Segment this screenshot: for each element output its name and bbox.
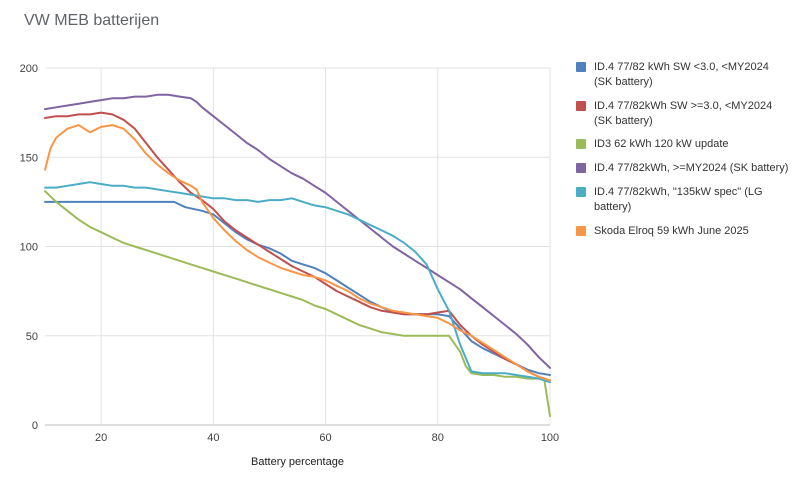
legend-item-5: Skoda Elroq 59 kWh June 2025 (576, 224, 790, 239)
legend-swatch (576, 100, 586, 111)
legend-label: Skoda Elroq 59 kWh June 2025 (594, 224, 749, 237)
legend-label: ID.4 77/82kWh, "135kW spec" (LG battery) (594, 186, 763, 213)
x-tick-label: 40 (207, 432, 219, 444)
chart-title: VW MEB batterijen (24, 12, 160, 29)
series-line-4 (44, 181, 551, 384)
y-tick-label: 100 (20, 242, 38, 254)
legend-swatch (576, 225, 586, 236)
legend-swatch (576, 163, 586, 174)
series-line-5 (44, 124, 551, 382)
y-tick-label: 200 (20, 63, 38, 75)
x-tick-label: 60 (319, 432, 331, 444)
x-axis-title: Battery percentage (251, 456, 344, 468)
y-tick-label: 0 (32, 420, 38, 432)
x-tick-label: 100 (541, 432, 559, 444)
legend-item-2: ID3 62 kWh 120 kW update (576, 137, 790, 152)
legend-item-1: ID.4 77/82kWh SW >=3.0, <MY2024 (SK batt… (576, 99, 790, 129)
legend-label: ID.4 77/82kWh, >=MY2024 (SK battery) (594, 162, 789, 175)
y-tick-label: 50 (26, 331, 38, 343)
series-line-2 (44, 190, 551, 418)
legend-item-3: ID.4 77/82kWh, >=MY2024 (SK battery) (576, 161, 790, 176)
x-tick-label: 20 (95, 432, 107, 444)
legend-swatch (576, 62, 586, 72)
legend-item-0: ID.4 77/82 kWh SW <3.0, <MY2024 (SK batt… (576, 60, 790, 90)
y-tick-label: 150 (20, 152, 38, 164)
legend-swatch (576, 139, 586, 150)
legend-label: ID3 62 kWh 120 kW update (594, 138, 729, 151)
legend-label: ID.4 77/82kWh SW >=3.0, <MY2024 (SK batt… (594, 99, 773, 127)
legend-label: ID.4 77/82 kWh SW <3.0, <MY2024 (SK batt… (594, 61, 769, 88)
legend-item-4: ID.4 77/82kWh, "135kW spec" (LG battery) (576, 185, 790, 215)
series-line-0 (44, 200, 551, 376)
series-line-1 (44, 111, 551, 382)
series-line-3 (44, 93, 551, 369)
legend-swatch (576, 187, 586, 198)
x-tick-label: 80 (432, 432, 444, 444)
legend: ID.4 77/82 kWh SW <3.0, <MY2024 (SK batt… (576, 60, 790, 239)
line-chart-plot: 0 50 100 150 200 20 40 60 80 100 (20, 63, 560, 444)
